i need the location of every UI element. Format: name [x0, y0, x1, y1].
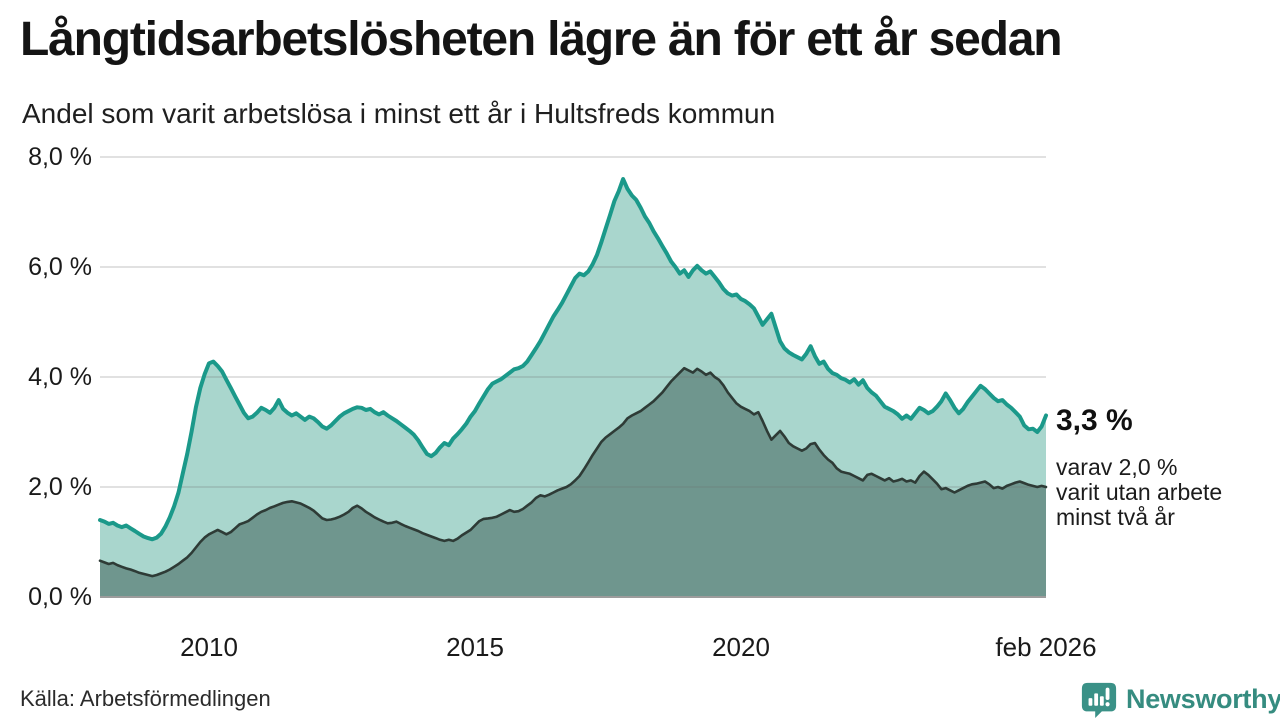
annotation-line: minst två år: [1056, 504, 1175, 530]
page-subtitle: Andel som varit arbetslösa i minst ett å…: [22, 98, 776, 129]
end-annotation: 3,3 % varav 2,0 % varit utan arbete minst …: [1056, 404, 1276, 530]
annotation-subtext: varav 2,0 % varit utan arbete minst två år: [1056, 455, 1276, 530]
latest-value-label: 3,3 %: [1056, 404, 1133, 437]
line-two-years: [98, 366, 1048, 578]
y-tick-label: 0,0 %: [28, 583, 92, 611]
line-one-year: [98, 177, 1048, 542]
x-tick-label: 2010: [180, 632, 238, 662]
brand-footer: Newsworthy: [1080, 679, 1280, 720]
y-tick-label: 4,0 %: [28, 363, 92, 391]
newsworthy-logo-icon: [1081, 682, 1117, 718]
annotation-line: varav 2,0 %: [1056, 454, 1178, 480]
y-tick-label: 2,0 %: [28, 473, 92, 501]
y-tick-label: 8,0 %: [28, 143, 92, 171]
x-tick-label: feb 2026: [995, 632, 1097, 662]
x-tick-label: 2015: [446, 632, 504, 662]
annotation-line: varit utan arbete: [1056, 479, 1223, 505]
y-tick-label: 6,0 %: [28, 253, 92, 281]
source-note: Källa: Arbetsförmedlingen: [20, 686, 271, 711]
brand-name: Newsworthy: [1126, 684, 1280, 714]
page-title: Långtidsarbetslösheten lägre än för ett …: [20, 13, 1063, 66]
x-tick-label: 2020: [712, 632, 770, 662]
